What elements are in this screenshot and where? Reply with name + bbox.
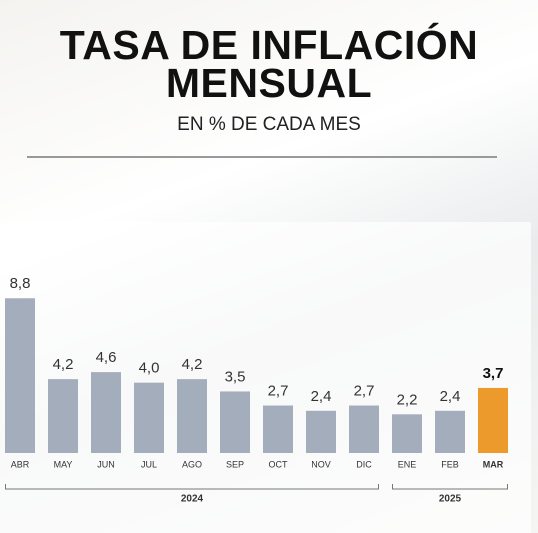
bar (349, 405, 379, 453)
x-tick-label: AGO (182, 459, 202, 469)
x-tick-label: FEB (441, 459, 459, 469)
x-tick-label: ABR (11, 459, 30, 469)
x-tick-label: OCT (269, 459, 289, 469)
bar (435, 410, 465, 453)
value-label: 8,8 (10, 275, 31, 292)
value-label: 4,6 (96, 349, 117, 366)
bar (306, 410, 336, 453)
x-tick-label: JUL (141, 459, 157, 469)
x-tick-label: DIC (356, 459, 372, 469)
value-label: 2,2 (397, 391, 418, 408)
chart-subtitle: EN % DE CADA MES (177, 114, 361, 135)
value-label: 4,2 (182, 356, 203, 373)
bar (392, 414, 422, 453)
value-label: 4,0 (139, 360, 160, 377)
group-bracket (392, 484, 508, 490)
value-label: 2,7 (268, 382, 289, 399)
bar (91, 372, 121, 453)
bar (220, 391, 250, 453)
group-label: 2024 (181, 494, 204, 505)
x-tick-label: ENE (398, 459, 417, 469)
group-bracket (5, 484, 379, 490)
x-tick-label: SEP (226, 459, 244, 469)
bar (134, 382, 164, 453)
value-label: 2,4 (311, 388, 332, 405)
value-label: 3,7 (483, 365, 504, 382)
value-label: 2,7 (354, 382, 375, 399)
bar (5, 298, 35, 453)
value-label: 4,2 (53, 356, 74, 373)
chart-title: TASA DE INFLACIÓN MENSUAL (59, 22, 479, 106)
x-tick-label: JUN (97, 459, 115, 469)
bar (48, 379, 78, 453)
bar (177, 379, 207, 453)
x-tick-label: MAR (483, 459, 504, 469)
chart-panel (0, 222, 531, 533)
divider (27, 156, 497, 158)
value-label: 3,5 (225, 368, 246, 385)
x-tick-label: MAY (54, 459, 73, 469)
value-label: 2,4 (440, 388, 461, 405)
bar (263, 405, 293, 453)
bar (478, 387, 508, 453)
x-tick-label: NOV (311, 459, 331, 469)
group-label: 2025 (439, 494, 462, 505)
